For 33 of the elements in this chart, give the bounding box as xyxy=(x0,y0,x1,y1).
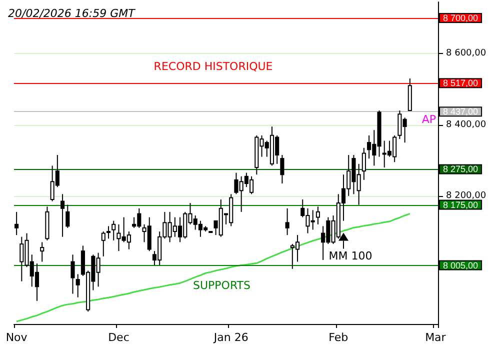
candlestick xyxy=(60,194,65,238)
x-tick-label: Dec xyxy=(108,331,130,344)
annotation: MM 100 xyxy=(328,249,372,262)
candlestick xyxy=(285,208,290,236)
candlestick xyxy=(106,226,111,240)
text: 20/02/2026 16:59 GMT xyxy=(8,7,136,20)
ref-line-label: 8 005,00 xyxy=(443,260,478,270)
y-tick-label: 8 400,00 xyxy=(446,120,486,130)
candlestick xyxy=(70,254,75,294)
x-tick-label: Mar xyxy=(425,331,446,344)
ref-line-label: 8 175,00 xyxy=(443,200,478,210)
y-tick-label: 8 200,00 xyxy=(446,190,486,201)
x-tick-label: Jan 26 xyxy=(212,331,248,344)
x-tick-label: Feb xyxy=(328,331,348,344)
ref-line-label: 8 517,00 xyxy=(443,78,478,88)
annotation: RECORD HISTORIQUE xyxy=(154,60,273,73)
ref-line-label: 8 275,00 xyxy=(443,164,478,174)
annotation: AP xyxy=(422,113,436,126)
ref-line-label: 8 437,00 xyxy=(443,106,478,117)
candlestick xyxy=(280,154,284,184)
candlestick xyxy=(101,230,106,257)
candlestick xyxy=(66,204,70,228)
candlestick xyxy=(112,220,116,241)
candlestick xyxy=(362,147,366,180)
candlestick xyxy=(40,242,44,262)
x-tick-label: Nov xyxy=(6,331,28,344)
line-series xyxy=(16,212,411,322)
candlestick xyxy=(14,211,19,236)
candlestick xyxy=(316,206,320,225)
ref-line-label: 8 700,00 xyxy=(443,13,478,24)
annotation: SUPPORTS xyxy=(193,278,251,292)
y-tick-label: 8 600,00 xyxy=(446,48,486,59)
candlestick xyxy=(76,274,80,298)
